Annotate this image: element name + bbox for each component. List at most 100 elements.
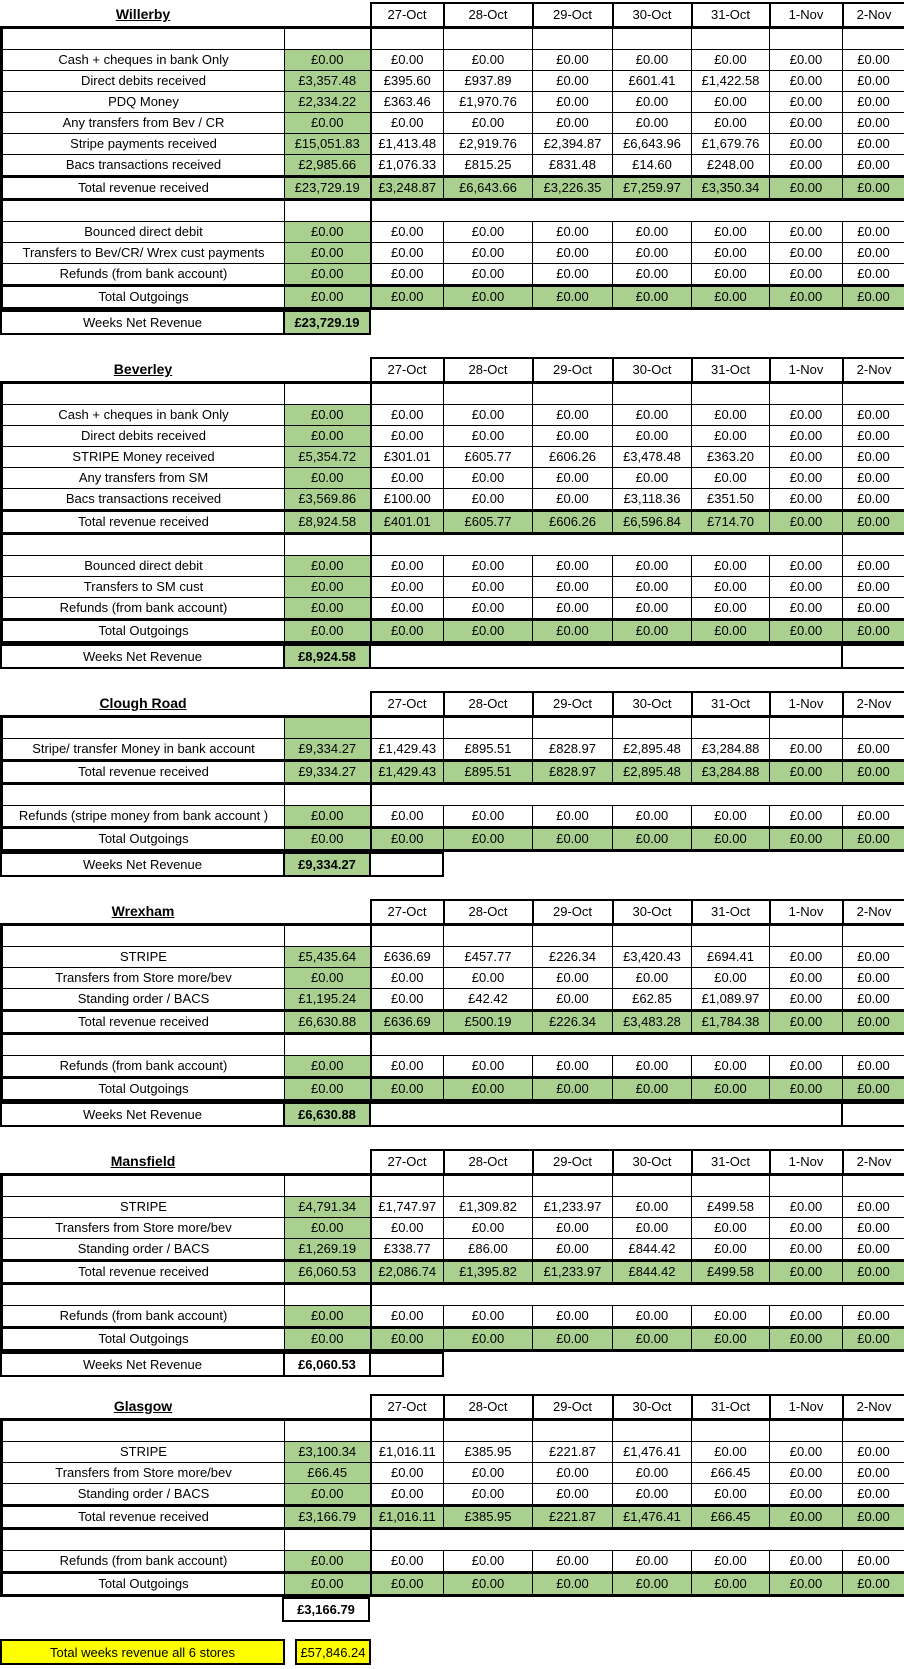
row-label-cell[interactable]: STRIPE	[2, 947, 285, 968]
week-total-cell[interactable]: £2,985.66	[285, 155, 371, 177]
day-value-cell[interactable]: £0.00	[533, 113, 613, 134]
day-value-cell[interactable]: £1,016.11	[371, 1506, 444, 1529]
row-label-cell[interactable]: Refunds (from bank account)	[2, 264, 285, 286]
day-value-cell[interactable]: £0.00	[533, 264, 613, 286]
day-value-cell[interactable]: £0.00	[843, 1239, 904, 1261]
day-value-cell[interactable]: £0.00	[613, 264, 692, 286]
net-revenue-value-cell[interactable]: £3,166.79	[283, 1598, 369, 1621]
day-value-cell[interactable]: £0.00	[533, 426, 613, 447]
row-label-cell[interactable]: Total Outgoings	[2, 828, 285, 851]
row-label-cell[interactable]: Standing order / BACS	[2, 989, 285, 1011]
day-value-cell[interactable]: £0.00	[843, 489, 904, 511]
day-value-cell[interactable]: £1,233.97	[533, 1197, 613, 1218]
row-label-cell[interactable]: Stripe payments received	[2, 134, 285, 155]
day-value-cell[interactable]: £499.58	[692, 1261, 770, 1284]
net-revenue-label-cell[interactable]: Weeks Net Revenue	[1, 1353, 284, 1376]
day-value-cell[interactable]: £0.00	[533, 577, 613, 598]
day-value-cell[interactable]: £0.00	[371, 620, 444, 643]
net-revenue-label-cell[interactable]: Weeks Net Revenue	[1, 853, 284, 876]
day-value-cell[interactable]: £0.00	[444, 1306, 533, 1328]
day-value-cell[interactable]: £0.00	[843, 577, 904, 598]
date-header-cell[interactable]: 27-Oct	[371, 1395, 444, 1420]
empty-cell[interactable]	[371, 28, 444, 50]
week-total-cell[interactable]: £1,195.24	[285, 989, 371, 1011]
empty-cell[interactable]	[533, 925, 613, 947]
empty-cell[interactable]	[2, 717, 285, 739]
empty-cell[interactable]	[371, 925, 444, 947]
day-value-cell[interactable]: £62.85	[613, 989, 692, 1011]
day-value-cell[interactable]: £0.00	[843, 989, 904, 1011]
empty-cell[interactable]	[692, 1175, 770, 1197]
day-value-cell[interactable]: £0.00	[843, 739, 904, 761]
day-value-cell[interactable]: £0.00	[843, 50, 904, 71]
row-label-cell[interactable]: Refunds (from bank account)	[2, 1551, 285, 1573]
day-value-cell[interactable]: £0.00	[692, 968, 770, 989]
row-label-cell[interactable]: Refunds (from bank account)	[2, 1306, 285, 1328]
day-value-cell[interactable]: £0.00	[444, 1078, 533, 1101]
date-header-cell[interactable]: 29-Oct	[533, 1150, 613, 1175]
row-label-cell[interactable]: Transfers to SM cust	[2, 577, 285, 598]
day-value-cell[interactable]: £0.00	[843, 468, 904, 489]
day-value-cell[interactable]: £0.00	[371, 222, 444, 243]
date-header-cell[interactable]: 31-Oct	[692, 1395, 770, 1420]
day-value-cell[interactable]: £0.00	[371, 1484, 444, 1506]
day-value-cell[interactable]: £0.00	[444, 577, 533, 598]
empty-cell[interactable]	[444, 1175, 533, 1197]
net-revenue-label-cell[interactable]	[0, 1598, 283, 1621]
empty-cell[interactable]	[285, 1529, 371, 1551]
day-value-cell[interactable]: £0.00	[371, 556, 444, 577]
day-value-cell[interactable]: £2,895.48	[613, 739, 692, 761]
empty-cell[interactable]	[2, 383, 285, 405]
day-value-cell[interactable]: £0.00	[613, 598, 692, 620]
day-value-cell[interactable]: £0.00	[533, 1239, 613, 1261]
day-value-cell[interactable]: £401.01	[371, 511, 444, 534]
section-title[interactable]: Wrexham	[2, 900, 285, 925]
day-value-cell[interactable]: £0.00	[692, 1056, 770, 1078]
date-header-cell[interactable]: 27-Oct	[371, 1150, 444, 1175]
week-total-cell[interactable]: £2,334.22	[285, 92, 371, 113]
day-value-cell[interactable]: £0.00	[770, 1328, 843, 1351]
day-value-cell[interactable]: £0.00	[843, 1078, 904, 1101]
empty-cell[interactable]	[285, 717, 371, 739]
day-value-cell[interactable]: £0.00	[770, 405, 843, 426]
week-total-cell[interactable]: £4,791.34	[285, 1197, 371, 1218]
day-value-cell[interactable]: £694.41	[692, 947, 770, 968]
empty-cell[interactable]	[843, 28, 904, 50]
day-value-cell[interactable]: £0.00	[843, 426, 904, 447]
net-revenue-value-cell[interactable]: £6,630.88	[284, 1103, 370, 1126]
empty-cell[interactable]	[770, 1175, 843, 1197]
day-value-cell[interactable]: £0.00	[613, 577, 692, 598]
day-value-cell[interactable]: £385.95	[444, 1506, 533, 1529]
day-value-cell[interactable]: £66.45	[692, 1506, 770, 1529]
row-label-cell[interactable]: Total Outgoings	[2, 620, 285, 643]
day-value-cell[interactable]: £0.00	[692, 806, 770, 828]
week-total-cell[interactable]: £0.00	[285, 113, 371, 134]
empty-cell[interactable]	[285, 383, 371, 405]
day-value-cell[interactable]: £0.00	[843, 92, 904, 113]
week-total-cell[interactable]: £0.00	[285, 243, 371, 264]
day-value-cell[interactable]: £457.77	[444, 947, 533, 968]
day-value-cell[interactable]: £0.00	[843, 761, 904, 784]
date-header-cell[interactable]: 28-Oct	[444, 1150, 533, 1175]
day-value-cell[interactable]: £0.00	[843, 1506, 904, 1529]
day-value-cell[interactable]: £601.41	[613, 71, 692, 92]
day-value-cell[interactable]: £0.00	[843, 134, 904, 155]
day-value-cell[interactable]: £0.00	[371, 286, 444, 309]
day-value-cell[interactable]: £844.42	[613, 1261, 692, 1284]
day-value-cell[interactable]: £1,476.41	[613, 1506, 692, 1529]
empty-cell[interactable]	[692, 717, 770, 739]
row-label-cell[interactable]: Total revenue received	[2, 177, 285, 200]
date-header-cell[interactable]: 1-Nov	[770, 900, 843, 925]
day-value-cell[interactable]: £0.00	[843, 511, 904, 534]
day-value-cell[interactable]: £0.00	[533, 620, 613, 643]
date-header-cell[interactable]: 30-Oct	[613, 900, 692, 925]
row-label-cell[interactable]: Refunds (stripe money from bank account …	[2, 806, 285, 828]
empty-cell[interactable]	[285, 28, 371, 50]
day-value-cell[interactable]: £0.00	[444, 405, 533, 426]
day-value-cell[interactable]: £0.00	[843, 1218, 904, 1239]
day-value-cell[interactable]: £499.58	[692, 1197, 770, 1218]
day-value-cell[interactable]: £0.00	[533, 71, 613, 92]
day-value-cell[interactable]: £0.00	[533, 1551, 613, 1573]
day-value-cell[interactable]: £0.00	[770, 177, 843, 200]
date-header-cell[interactable]: 30-Oct	[613, 358, 692, 383]
